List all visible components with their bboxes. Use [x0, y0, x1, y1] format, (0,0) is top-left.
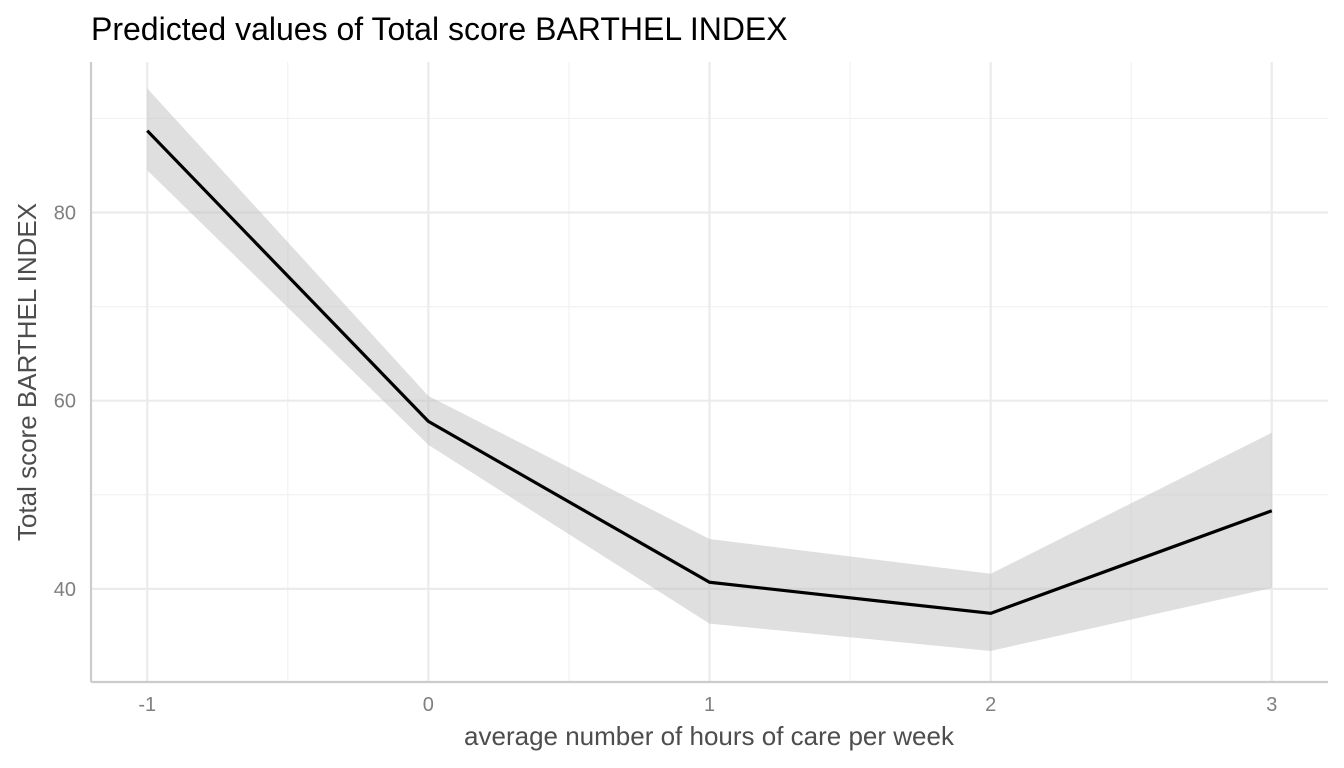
y-tick-label: 80: [54, 203, 76, 225]
y-axis-title: Total score BARTHEL INDEX: [12, 203, 42, 541]
x-axis-title: average number of hours of care per week: [464, 721, 955, 751]
x-tick-label: 0: [423, 694, 434, 716]
x-tick-label: -1: [138, 694, 156, 716]
x-tick-label: 3: [1266, 694, 1277, 716]
confidence-band-layer: [147, 88, 1272, 651]
y-tick-labels: 40 60 80: [54, 203, 76, 601]
x-tick-labels: -1 0 1 2 3: [138, 694, 1277, 716]
confidence-band: [147, 88, 1272, 651]
x-tick-label: 2: [985, 694, 996, 716]
y-tick-label: 60: [54, 391, 76, 413]
chart-title: Predicted values of Total score BARTHEL …: [91, 11, 788, 47]
y-tick-label: 40: [54, 579, 76, 601]
prediction-line-layer: [146, 129, 1273, 615]
x-tick-label: 1: [704, 694, 715, 716]
